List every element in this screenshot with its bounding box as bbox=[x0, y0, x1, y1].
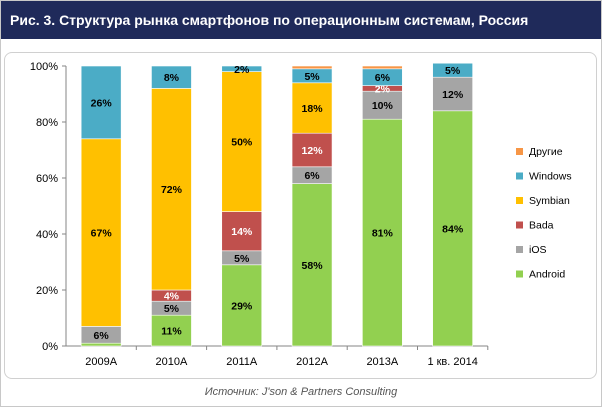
data-label: 6% bbox=[375, 72, 391, 84]
bar-segment-android bbox=[80, 342, 122, 347]
data-label: 6% bbox=[304, 170, 320, 182]
data-label: 5% bbox=[234, 253, 250, 265]
bar-segment-android bbox=[362, 118, 403, 347]
legend-label: Другие bbox=[529, 146, 563, 158]
bar-segment-другие bbox=[362, 65, 403, 70]
bar-segment-bada bbox=[291, 132, 333, 168]
data-label: 18% bbox=[302, 103, 324, 115]
data-label: 14% bbox=[231, 226, 253, 238]
data-label: 12% bbox=[442, 89, 464, 101]
title-bar: Рис. 3. Структура рынка смартфонов по оп… bbox=[1, 1, 601, 39]
legend-swatch bbox=[516, 172, 523, 180]
bar-segment-windows bbox=[221, 65, 263, 72]
bar-segment-другие bbox=[291, 65, 333, 70]
data-label: 12% bbox=[302, 145, 324, 157]
data-label: 5% bbox=[445, 65, 461, 77]
data-label: 26% bbox=[91, 97, 113, 109]
x-tick-label: 2010А bbox=[156, 356, 188, 368]
data-label: 5% bbox=[164, 303, 180, 315]
legend-swatch bbox=[516, 197, 523, 204]
bar-segment-symbian bbox=[151, 88, 192, 291]
data-label: 10% bbox=[372, 100, 394, 112]
bar-segment-android bbox=[221, 264, 263, 347]
x-tick-label: 2012А bbox=[296, 356, 328, 368]
bar-segment-symbian bbox=[80, 138, 122, 327]
bar-segment-symbian bbox=[291, 82, 333, 134]
data-label: 50% bbox=[231, 137, 253, 149]
y-tick-label: 100% bbox=[30, 61, 58, 73]
legend-label: Android bbox=[529, 269, 565, 281]
data-label: 11% bbox=[161, 326, 182, 338]
data-label: 2% bbox=[234, 64, 250, 76]
y-tick-label: 0% bbox=[42, 341, 58, 353]
bar-segment-symbian bbox=[221, 71, 263, 212]
data-label: 72% bbox=[161, 184, 183, 196]
data-label: 81% bbox=[372, 228, 394, 240]
bar-segment-android bbox=[291, 183, 333, 347]
data-label: 5% bbox=[304, 71, 320, 83]
data-label: 4% bbox=[164, 291, 180, 303]
x-tick-label: 1 кв. 2014 bbox=[427, 356, 477, 368]
bar-segment-bada bbox=[221, 211, 263, 252]
data-label: 6% bbox=[94, 330, 110, 342]
data-label: 58% bbox=[302, 260, 324, 272]
data-label: 84% bbox=[442, 223, 464, 235]
legend-swatch bbox=[516, 270, 523, 278]
y-tick-label: 40% bbox=[36, 229, 58, 241]
source-note: Источник: J'son & Partners Consulting bbox=[204, 386, 398, 398]
x-tick-label: 2011А bbox=[226, 356, 258, 368]
legend-swatch bbox=[516, 246, 523, 253]
bar-segment-windows bbox=[151, 65, 192, 89]
x-tick-label: 2013А bbox=[366, 356, 398, 368]
data-label: 67% bbox=[91, 228, 113, 240]
legend-label: Bada bbox=[529, 220, 554, 232]
data-label: 29% bbox=[231, 300, 253, 312]
legend-label: Windows bbox=[529, 171, 572, 183]
bar-segment-android bbox=[432, 110, 473, 347]
bar-segment-windows bbox=[80, 65, 122, 140]
y-tick-label: 60% bbox=[36, 173, 58, 185]
data-label: 2% bbox=[375, 83, 391, 95]
data-label: 8% bbox=[164, 72, 180, 84]
legend-label: Symbian bbox=[529, 195, 570, 207]
bar-segment-android bbox=[151, 314, 192, 347]
legend-swatch bbox=[516, 221, 523, 229]
y-tick-label: 20% bbox=[36, 285, 58, 297]
legend-label: iOS bbox=[529, 244, 547, 256]
legend-swatch bbox=[516, 148, 523, 155]
y-tick-label: 80% bbox=[36, 117, 58, 129]
x-tick-label: 2009А bbox=[85, 356, 117, 368]
bar-segment-windows bbox=[432, 62, 473, 78]
chart-title: Рис. 3. Структура рынка смартфонов по оп… bbox=[10, 12, 529, 28]
